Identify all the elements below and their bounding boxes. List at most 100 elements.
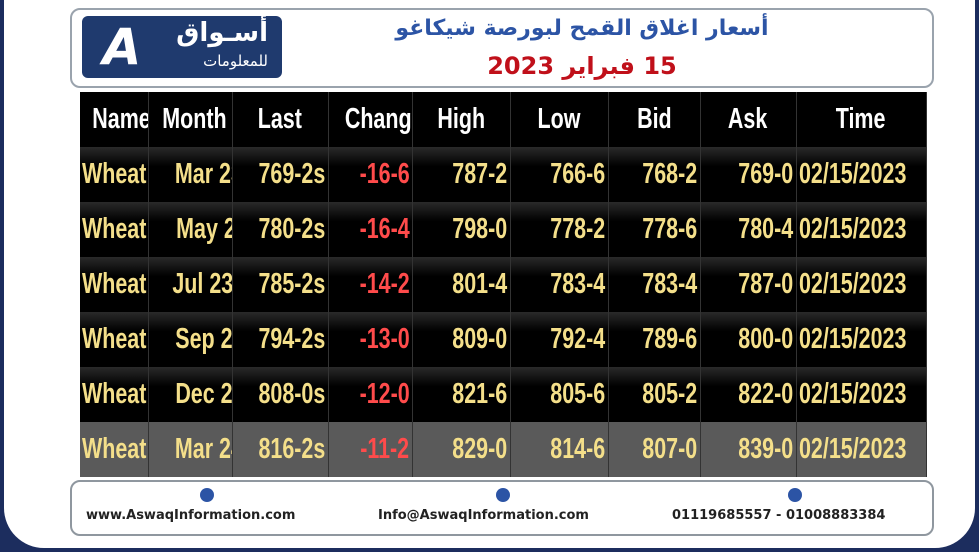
phone-icon xyxy=(788,488,802,502)
cell-text: -11-2 xyxy=(360,433,410,465)
table-cell: -12-0 xyxy=(328,367,413,422)
cell-text: Wheat xyxy=(82,268,147,300)
title: أسعار اغلاق القمح لبورصة شيكاغو xyxy=(395,16,769,41)
table-cell: Wheat xyxy=(80,422,149,477)
cell-text: 780-2s xyxy=(258,213,326,245)
table-cell: -14-2 xyxy=(328,257,413,312)
column-header: High xyxy=(412,92,511,147)
column-header-text: Low xyxy=(537,103,581,135)
table-cell: Dec 23 xyxy=(148,367,233,422)
cell-text: Wheat xyxy=(82,213,147,245)
table-cell: 821-6 xyxy=(412,367,511,422)
cell-text: 02/15/2023 xyxy=(798,378,906,410)
table-cell: 805-6 xyxy=(510,367,609,422)
cell-text: 783-4 xyxy=(550,268,606,300)
column-header-text: Ask xyxy=(728,103,768,135)
cell-text: 787-0 xyxy=(738,268,794,300)
table-cell: Wheat xyxy=(80,312,149,367)
cell-text: 768-2 xyxy=(642,158,698,190)
table-cell: 778-2 xyxy=(510,202,609,257)
cell-text: -12-0 xyxy=(359,378,410,410)
table-cell: 787-0 xyxy=(700,257,797,312)
table-cell: Sep 23 xyxy=(148,312,233,367)
price-table: Name Month Last Change High Low Bid Ask Time Whe… xyxy=(80,92,927,477)
table-row: Wheat Sep 23 794-2s -13-0 809-0 792-4 789-6 800… xyxy=(80,312,927,367)
cell-text: 778-6 xyxy=(642,213,698,245)
logo-mark: A xyxy=(102,18,142,76)
table-cell: 766-6 xyxy=(510,147,609,202)
cell-text: -14-2 xyxy=(359,268,410,300)
table-cell: 769-2s xyxy=(232,147,329,202)
cell-text: Wheat xyxy=(82,158,147,190)
header: A أسـواق للمعلومات أسعار اغلاق القمح لبو… xyxy=(70,8,934,88)
cell-text: 780-4 xyxy=(738,213,794,245)
column-header-text: Time xyxy=(836,103,886,135)
cell-text: 801-4 xyxy=(452,268,508,300)
table-cell: 02/15/2023 xyxy=(796,147,927,202)
cell-text: 821-6 xyxy=(452,378,508,410)
table-row: Wheat Jul 23 785-2s -14-2 801-4 783-4 783-4 787… xyxy=(80,257,927,312)
cell-text: 769-0 xyxy=(738,158,794,190)
column-header: Name xyxy=(80,92,149,147)
column-header-text: Name xyxy=(92,103,148,135)
cell-text: -16-4 xyxy=(359,213,410,245)
date: 15 فبراير 2023 xyxy=(487,52,677,80)
table-cell: 816-2s xyxy=(232,422,329,477)
column-header: Bid xyxy=(608,92,701,147)
table-cell: 808-0s xyxy=(232,367,329,422)
cell-text: 805-2 xyxy=(642,378,698,410)
cell-text: 02/15/2023 xyxy=(798,158,906,190)
cell-text: -16-6 xyxy=(359,158,410,190)
column-header-text: Last xyxy=(257,103,303,135)
table-cell: 02/15/2023 xyxy=(796,202,927,257)
table-cell: -13-0 xyxy=(328,312,413,367)
cell-text: Sep 23 xyxy=(174,323,232,355)
footer: www.AswaqInformation.com Info@AswaqInfor… xyxy=(70,480,934,536)
mail-icon xyxy=(496,488,510,502)
logo-main: أسـواق xyxy=(176,18,268,48)
column-header-text: Bid xyxy=(636,103,672,135)
cell-text: 798-0 xyxy=(452,213,508,245)
cell-text: 769-2s xyxy=(258,158,326,190)
column-header-text: Month xyxy=(161,103,227,135)
column-header: Time xyxy=(796,92,927,147)
header-row: Name Month Last Change High Low Bid Ask Time xyxy=(80,92,927,147)
cell-text: Wheat xyxy=(82,323,147,355)
table-cell: 807-0 xyxy=(608,422,701,477)
table-cell: 822-0 xyxy=(700,367,797,422)
cell-text: 829-0 xyxy=(452,433,508,465)
email: Info@AswaqInformation.com xyxy=(378,508,589,523)
cell-text: Wheat xyxy=(82,433,147,465)
column-header: Low xyxy=(510,92,609,147)
cell-text: 787-2 xyxy=(452,158,508,190)
table-body: Wheat Mar 23 769-2s -16-6 787-2 766-6 768-2 769… xyxy=(80,147,927,477)
table-cell: 809-0 xyxy=(412,312,511,367)
logo: A أسـواق للمعلومات xyxy=(82,16,282,78)
table-cell: -11-2 xyxy=(328,422,413,477)
table-cell: 780-4 xyxy=(700,202,797,257)
table-cell: 02/15/2023 xyxy=(796,257,927,312)
table-cell: Wheat xyxy=(80,147,149,202)
phones: 01119685557 - 01008883384 xyxy=(672,508,886,523)
cell-text: Mar 23 xyxy=(174,158,231,190)
table-cell: 800-0 xyxy=(700,312,797,367)
table-cell: -16-4 xyxy=(328,202,413,257)
table-cell: Wheat xyxy=(80,367,149,422)
column-header: Last xyxy=(232,92,329,147)
cell-text: Wheat xyxy=(82,378,147,410)
table-cell: 783-4 xyxy=(608,257,701,312)
cell-text: 800-0 xyxy=(738,323,794,355)
cell-text: 839-0 xyxy=(738,433,794,465)
table-cell: 829-0 xyxy=(412,422,511,477)
table-cell: 780-2s xyxy=(232,202,329,257)
table-cell: 02/15/2023 xyxy=(796,312,927,367)
cell-text: 785-2s xyxy=(258,268,326,300)
table-row: Wheat Dec 23 808-0s -12-0 821-6 805-6 805-2 822… xyxy=(80,367,927,422)
table-cell: Wheat xyxy=(80,202,149,257)
column-header-text: High xyxy=(437,103,485,135)
cell-text: 816-2s xyxy=(258,433,326,465)
table-cell: 798-0 xyxy=(412,202,511,257)
cell-text: 766-6 xyxy=(550,158,606,190)
table-cell: Mar 23 xyxy=(148,147,233,202)
column-header-text: Change xyxy=(344,103,412,135)
